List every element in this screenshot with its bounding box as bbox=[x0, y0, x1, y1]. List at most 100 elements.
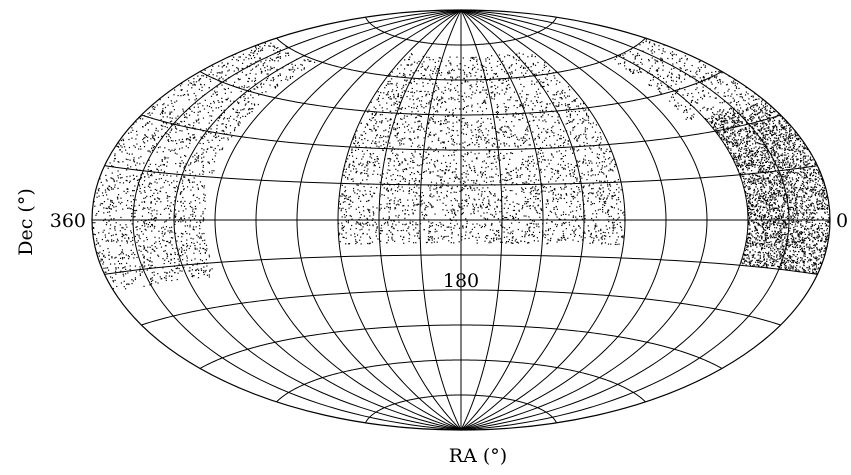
data-point bbox=[740, 177, 742, 179]
data-point bbox=[570, 211, 572, 213]
data-point bbox=[623, 214, 625, 216]
data-point bbox=[576, 164, 578, 166]
data-point bbox=[462, 227, 464, 229]
data-point bbox=[444, 115, 447, 118]
data-point bbox=[375, 108, 377, 110]
data-point bbox=[349, 199, 351, 201]
data-point bbox=[747, 156, 750, 158]
data-point bbox=[415, 227, 417, 229]
data-point bbox=[810, 195, 813, 198]
data-point bbox=[505, 242, 507, 244]
data-point bbox=[425, 206, 427, 209]
data-point bbox=[531, 160, 533, 163]
data-point bbox=[748, 207, 750, 210]
data-point bbox=[783, 202, 785, 204]
data-point bbox=[759, 146, 761, 148]
data-point bbox=[783, 224, 785, 226]
data-point bbox=[815, 271, 818, 273]
data-point bbox=[432, 70, 434, 72]
data-point bbox=[751, 163, 753, 165]
data-point bbox=[420, 164, 422, 166]
data-point bbox=[556, 208, 558, 210]
data-point bbox=[575, 216, 577, 218]
data-point bbox=[519, 105, 521, 107]
data-point bbox=[433, 108, 435, 110]
data-point bbox=[538, 231, 541, 233]
data-point bbox=[412, 99, 414, 101]
data-point bbox=[342, 207, 344, 209]
data-point bbox=[584, 155, 586, 157]
data-point bbox=[384, 146, 386, 149]
data-point bbox=[358, 206, 360, 208]
data-point bbox=[783, 253, 785, 255]
data-point bbox=[408, 192, 410, 195]
data-point bbox=[760, 109, 762, 111]
data-point bbox=[584, 232, 586, 234]
data-point bbox=[461, 117, 464, 120]
data-point bbox=[342, 229, 344, 232]
data-point bbox=[827, 205, 829, 207]
data-point bbox=[399, 164, 401, 166]
data-point bbox=[778, 251, 780, 253]
data-point bbox=[619, 225, 622, 228]
data-point bbox=[774, 216, 777, 218]
data-point bbox=[781, 210, 783, 212]
data-point bbox=[388, 216, 390, 218]
data-point bbox=[754, 180, 756, 182]
data-point bbox=[555, 206, 557, 208]
data-point bbox=[761, 260, 763, 263]
data-point bbox=[402, 74, 405, 76]
data-point bbox=[367, 208, 369, 210]
data-point bbox=[755, 221, 758, 224]
data-point bbox=[772, 208, 775, 211]
data-point bbox=[743, 129, 745, 131]
data-point bbox=[516, 241, 518, 243]
data-point bbox=[387, 96, 390, 99]
data-point bbox=[375, 231, 377, 233]
data-point bbox=[759, 252, 761, 254]
data-point bbox=[416, 128, 419, 131]
data-point bbox=[597, 173, 599, 176]
data-point bbox=[488, 139, 490, 141]
data-point bbox=[744, 183, 746, 185]
data-point bbox=[759, 111, 762, 113]
data-point bbox=[547, 84, 549, 86]
data-point bbox=[498, 159, 500, 161]
data-point bbox=[359, 216, 361, 219]
data-point bbox=[389, 98, 391, 100]
data-point bbox=[807, 246, 809, 248]
data-point bbox=[611, 169, 613, 171]
data-point bbox=[779, 263, 781, 265]
data-point bbox=[364, 166, 366, 168]
data-point bbox=[376, 134, 378, 136]
data-point bbox=[585, 112, 588, 114]
data-point bbox=[557, 105, 560, 107]
data-point bbox=[484, 89, 486, 91]
data-point bbox=[355, 172, 357, 174]
data-point bbox=[778, 173, 780, 175]
data-point bbox=[549, 228, 552, 230]
data-point bbox=[490, 193, 492, 195]
data-point bbox=[607, 185, 609, 187]
data-point bbox=[757, 224, 759, 226]
data-point bbox=[464, 238, 466, 240]
data-point bbox=[757, 199, 759, 202]
data-point bbox=[496, 168, 498, 170]
data-point bbox=[763, 265, 765, 267]
data-point bbox=[772, 222, 774, 225]
data-point bbox=[447, 127, 449, 129]
data-point bbox=[747, 246, 749, 248]
data-point bbox=[390, 118, 392, 120]
data-point bbox=[609, 183, 611, 185]
data-point bbox=[566, 122, 569, 124]
data-point bbox=[431, 242, 433, 244]
data-point bbox=[366, 165, 368, 167]
data-point bbox=[756, 242, 758, 244]
data-point bbox=[411, 127, 413, 129]
data-point bbox=[822, 198, 824, 200]
data-point bbox=[567, 166, 570, 168]
data-point bbox=[473, 209, 475, 211]
data-point bbox=[440, 179, 442, 182]
data-point bbox=[376, 207, 378, 209]
data-point bbox=[397, 95, 399, 98]
